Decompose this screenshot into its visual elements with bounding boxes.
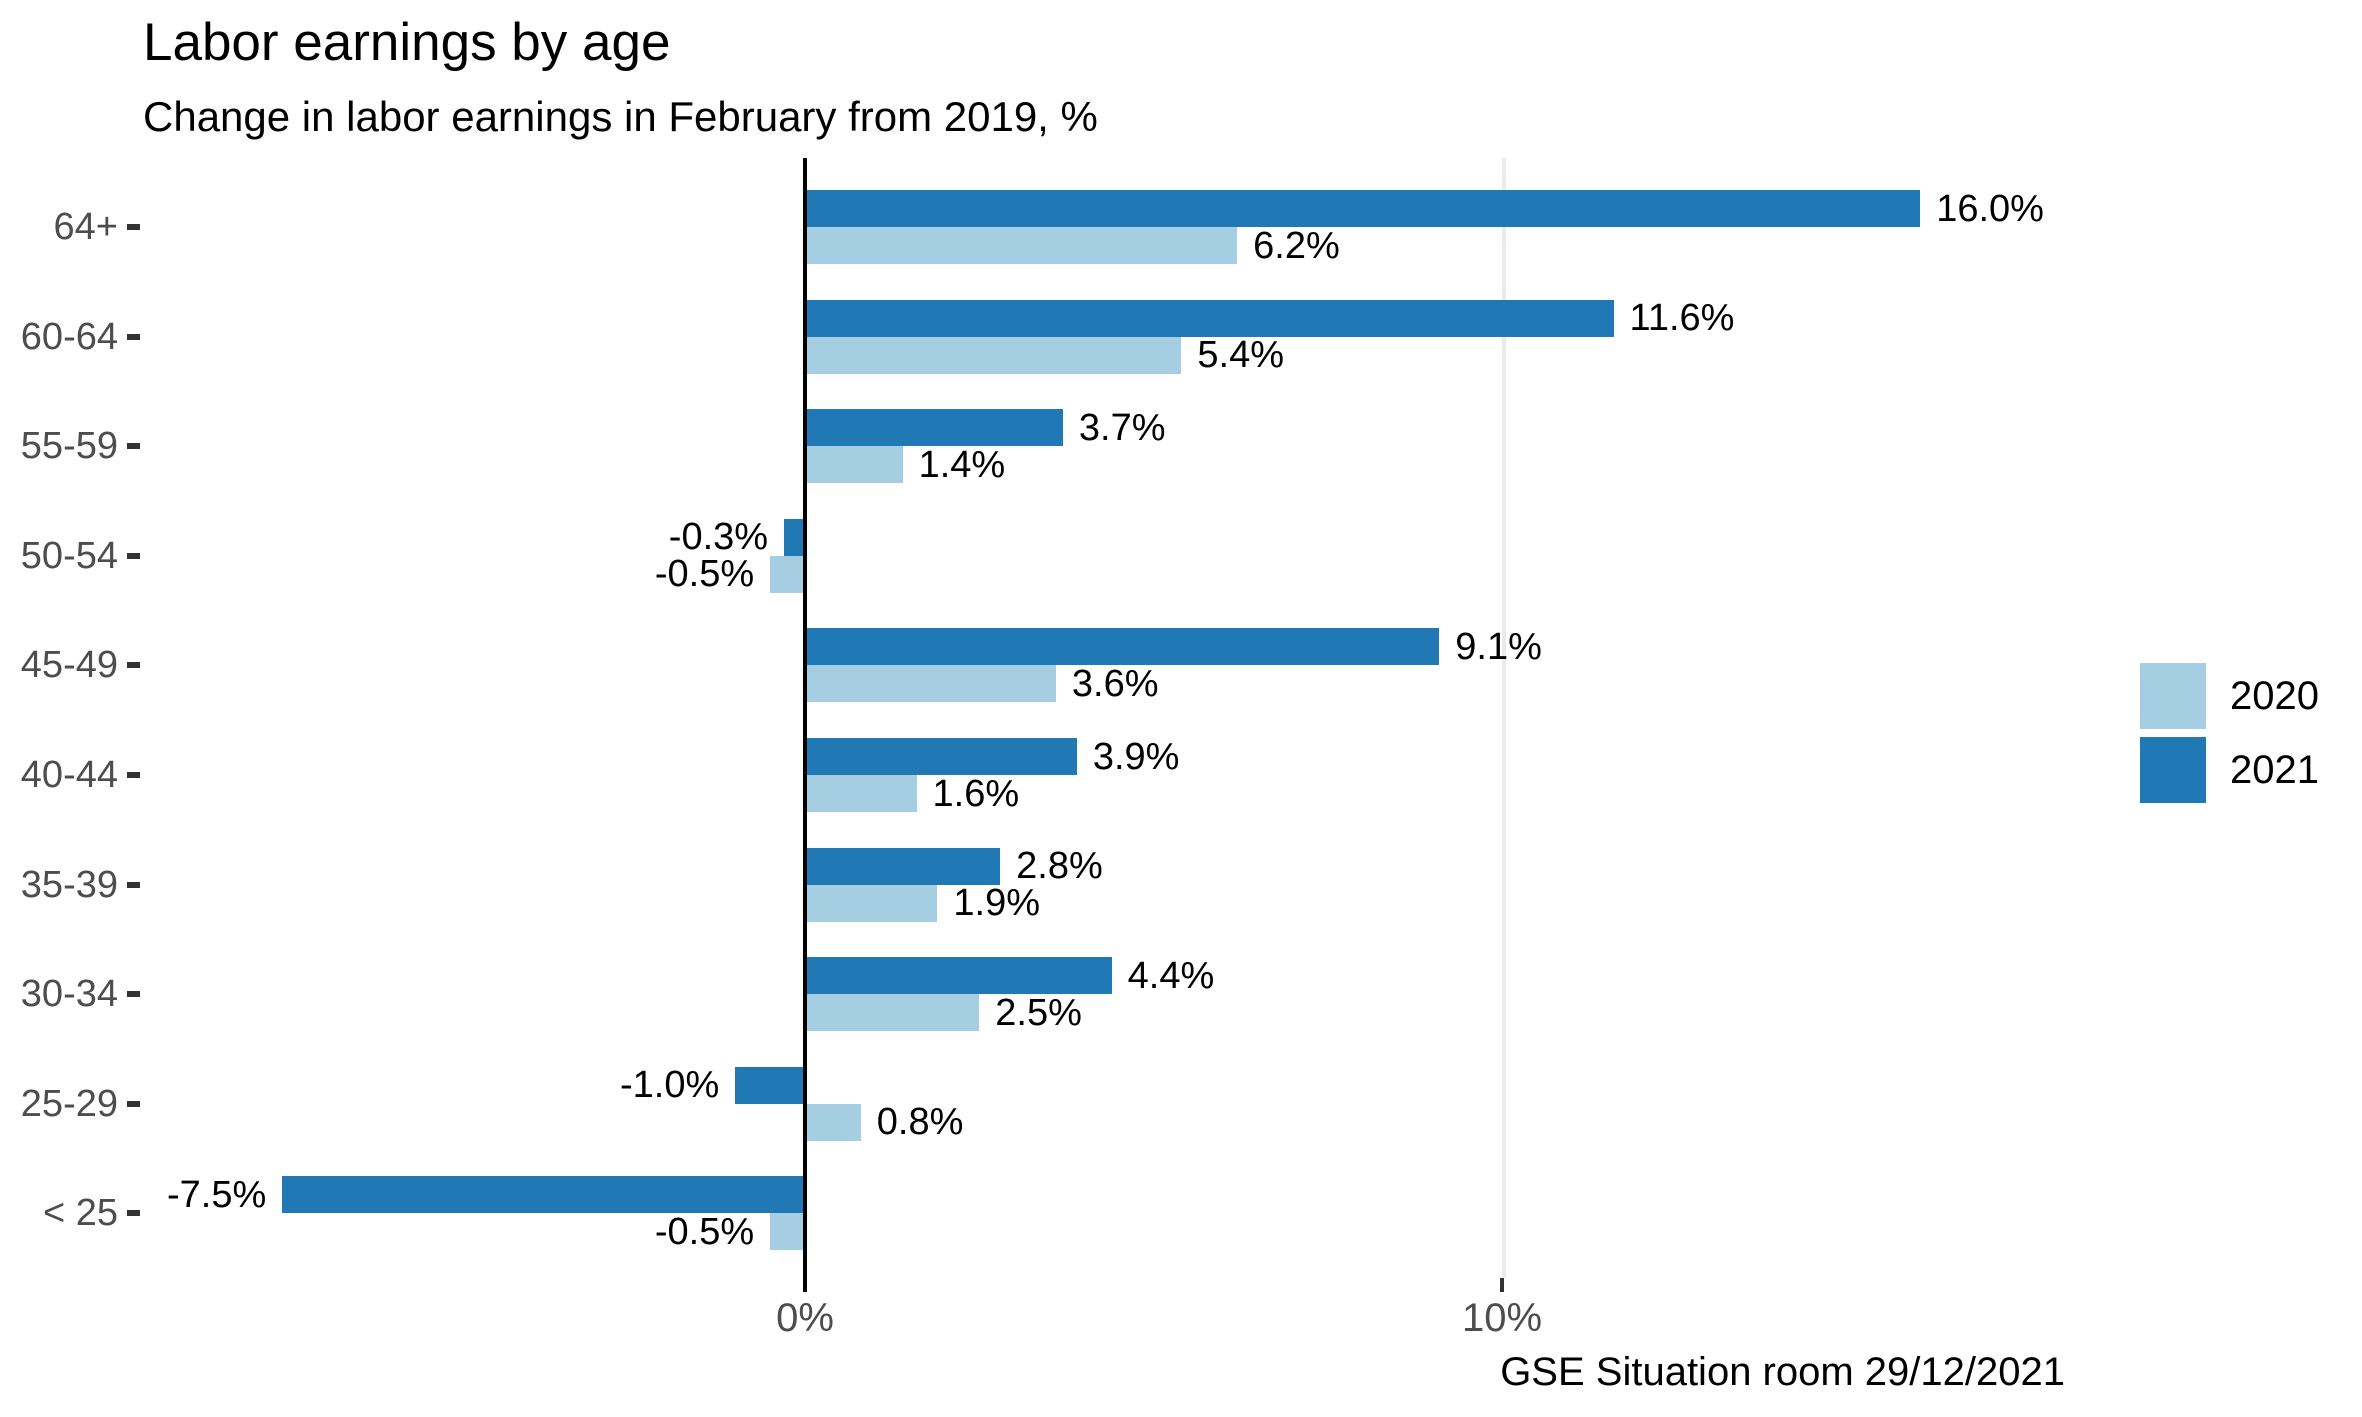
y-axis-tick xyxy=(127,662,140,669)
chart-title: Labor earnings by age xyxy=(143,13,671,72)
y-axis-label: 50-54 xyxy=(20,534,118,577)
y-axis-label: 35-39 xyxy=(20,863,118,906)
bar-2020 xyxy=(805,884,938,922)
bar-value-label: -0.3% xyxy=(668,516,769,559)
bar-value-label: -1.0% xyxy=(620,1064,720,1107)
bar-value-label: -0.5% xyxy=(654,553,755,596)
y-axis-label: 45-49 xyxy=(20,644,118,687)
y-axis-tick xyxy=(127,991,140,998)
y-axis-label: 40-44 xyxy=(20,754,118,796)
bar-value-label: 16.0% xyxy=(1936,187,2044,230)
bar-value-label: 1.6% xyxy=(932,772,1020,815)
bar-value-label: 11.6% xyxy=(1629,297,1735,340)
y-axis-tick xyxy=(127,333,140,340)
chart-caption: GSE Situation room 29/12/2021 xyxy=(1500,1350,2065,1394)
legend-swatch xyxy=(2140,663,2206,729)
y-axis-label: 60-64 xyxy=(20,315,118,358)
bar-value-label: 9.1% xyxy=(1455,625,1542,668)
bar-value-label: 3.7% xyxy=(1078,406,1166,449)
bar-value-label: 2.5% xyxy=(995,991,1082,1034)
zero-axis-line xyxy=(803,158,807,1292)
bar-2020 xyxy=(805,665,1056,703)
y-axis-label: 30-34 xyxy=(20,973,118,1016)
legend-item: 2020 xyxy=(2140,663,2319,729)
bar-value-label: 1.4% xyxy=(918,443,1006,486)
bar-value-label: -0.5% xyxy=(654,1210,755,1253)
bar-value-label: 1.9% xyxy=(953,882,1041,925)
y-axis-label: 55-59 xyxy=(20,425,118,468)
bar-2020 xyxy=(770,1213,805,1251)
bar-2021 xyxy=(282,1176,805,1214)
chart-subtitle: Change in labor earnings in February fro… xyxy=(143,93,1098,140)
y-axis-tick xyxy=(127,1100,140,1107)
legend-label: 2021 xyxy=(2230,747,2319,792)
bar-2020 xyxy=(805,336,1182,374)
x-axis-tick-label: 10% xyxy=(1461,1296,1543,1340)
bar-2021 xyxy=(805,847,1001,885)
legend-item: 2021 xyxy=(2140,737,2319,803)
bar-value-label: 2.8% xyxy=(1016,845,1103,888)
legend: 2020 2021 xyxy=(2140,663,2319,811)
bar-2020 xyxy=(770,555,805,593)
bar-value-label: -7.5% xyxy=(166,1173,267,1216)
bar-value-label: 3.6% xyxy=(1071,662,1159,705)
y-axis-tick xyxy=(127,1210,140,1217)
legend-swatch xyxy=(2140,737,2206,803)
bar-2021 xyxy=(735,1066,805,1104)
bar-value-label: 0.8% xyxy=(876,1101,964,1144)
bar-2020 xyxy=(805,227,1238,264)
gridline-10pct xyxy=(1502,158,1506,1278)
y-axis-label: 64+ xyxy=(53,206,118,248)
bar-2021 xyxy=(805,299,1614,337)
y-axis-tick xyxy=(127,881,140,888)
bar-value-label: 5.4% xyxy=(1197,334,1284,377)
bar-2021 xyxy=(805,409,1063,447)
x-axis-tick xyxy=(1500,1278,1504,1292)
y-axis-tick xyxy=(127,772,140,778)
bar-2021 xyxy=(805,190,1921,227)
bar-2020 xyxy=(805,994,980,1032)
bar-2021 xyxy=(784,518,805,556)
y-axis-label: 25-29 xyxy=(20,1082,118,1125)
y-axis-tick xyxy=(127,443,140,450)
bar-value-label: 6.2% xyxy=(1253,224,1340,267)
bar-2021 xyxy=(805,738,1077,775)
legend-label: 2020 xyxy=(2230,673,2319,718)
bar-2021 xyxy=(805,628,1440,666)
bar-value-label: 3.9% xyxy=(1092,735,1180,778)
bar-2020 xyxy=(805,1103,861,1141)
bar-2020 xyxy=(805,446,903,484)
y-axis-tick xyxy=(127,552,140,559)
bar-2021 xyxy=(805,957,1112,995)
bar-2020 xyxy=(805,775,917,812)
bar-value-label: 4.4% xyxy=(1127,954,1215,997)
x-axis-tick-label: 0% xyxy=(776,1296,834,1340)
y-axis-tick xyxy=(127,224,140,230)
y-axis-label: < 25 xyxy=(42,1192,118,1235)
